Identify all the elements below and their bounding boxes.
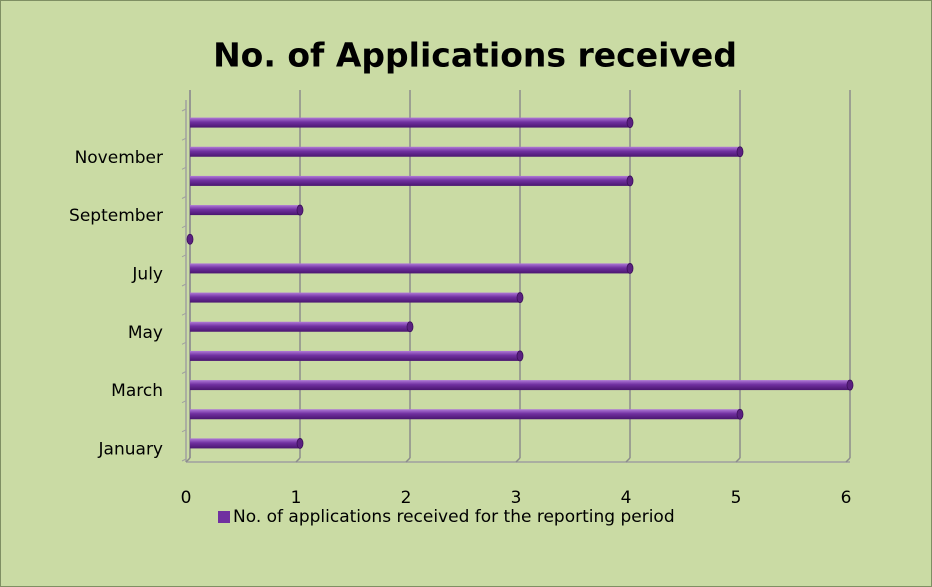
bar	[190, 350, 520, 361]
grid-line-foot	[295, 457, 301, 463]
grid-line-foot	[845, 457, 851, 463]
bar-cap	[626, 263, 634, 274]
bar	[190, 263, 630, 274]
x-tick-label: 3	[511, 488, 522, 508]
y-tick	[181, 166, 187, 170]
legend-label: No. of applications received for the rep…	[233, 507, 675, 527]
grid-line-foot	[735, 457, 741, 463]
x-tick-label: 4	[621, 488, 632, 508]
bar-cap	[516, 292, 524, 303]
y-tick	[181, 137, 187, 141]
bar	[190, 292, 520, 303]
bar-cap	[626, 175, 634, 187]
y-tick	[181, 341, 187, 345]
y-tick	[181, 371, 187, 374]
y-tick-label: July	[131, 264, 163, 284]
y-tick-label: November	[75, 148, 163, 168]
chart-title: No. of Applications received	[213, 36, 737, 75]
x-tick-label: 6	[841, 488, 852, 508]
y-tick	[181, 429, 187, 433]
y-tick-label: September	[69, 206, 163, 226]
y-tick	[181, 108, 187, 112]
bar-cap	[406, 321, 414, 333]
y-tick	[181, 254, 187, 258]
bar-cap	[626, 117, 634, 128]
y-tick-label: May	[128, 323, 163, 343]
grid-line-foot	[515, 457, 521, 463]
bar	[190, 117, 630, 128]
y-tick	[181, 458, 187, 462]
x-tick-label: 2	[401, 488, 412, 508]
bar-cap	[736, 146, 744, 158]
legend-key	[218, 511, 230, 523]
bar-cap	[736, 408, 744, 420]
bar-cap	[516, 350, 524, 362]
bar	[190, 409, 740, 420]
y-tick-label: January	[98, 439, 163, 459]
bar	[190, 321, 410, 332]
bar	[190, 380, 850, 391]
bar	[190, 438, 300, 449]
grid-line-foot	[405, 457, 411, 463]
y-tick	[181, 225, 187, 229]
x-tick-label: 0	[181, 488, 192, 508]
bar	[190, 146, 740, 157]
grid-line-foot	[185, 457, 191, 463]
y-tick	[181, 196, 187, 199]
y-tick-label: March	[111, 381, 163, 401]
bar-cap	[186, 233, 194, 245]
legend: No. of applications received for the rep…	[218, 503, 758, 531]
x-tick-label: 5	[731, 488, 742, 508]
bar-cap	[296, 204, 304, 216]
y-tick	[181, 400, 187, 404]
x-tick-label: 1	[291, 488, 302, 508]
bar	[190, 175, 630, 186]
bar-cap	[296, 438, 304, 449]
bar-cap	[846, 379, 854, 391]
grid-line-foot	[625, 457, 631, 463]
y-tick	[181, 312, 187, 316]
bar	[190, 205, 300, 216]
y-tick	[181, 283, 187, 287]
